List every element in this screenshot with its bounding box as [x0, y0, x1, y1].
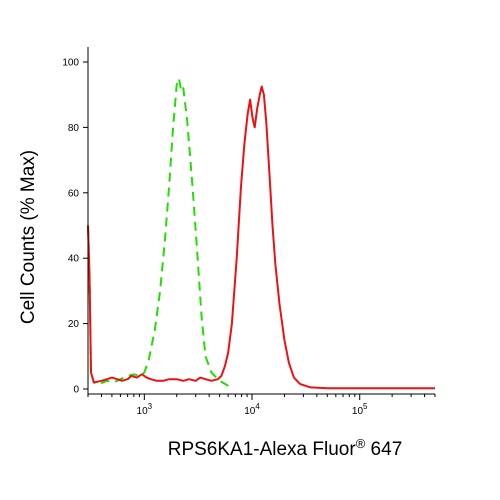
histogram-series-1: [87, 77, 233, 390]
axis-labels: Cell Counts (% Max) RPS6KA1-Alexa Fluor®…: [18, 150, 402, 460]
y-tick-label: 40: [68, 254, 80, 265]
y-axis-title: Cell Counts (% Max): [18, 150, 39, 324]
histogram-series-2: [87, 85, 435, 390]
x-axis-title-main: RPS6KA1-Alexa Fluor: [168, 439, 357, 460]
y-tick-label: 0: [73, 385, 79, 396]
y-tick-label: 20: [68, 319, 80, 330]
y-tick-label: 80: [68, 123, 80, 134]
x-axis-title-suffix: 647: [365, 439, 402, 460]
x-tick-label: 104: [244, 402, 260, 417]
x-axis-title: RPS6KA1-Alexa Fluor® 647: [168, 436, 403, 460]
axes: 0 20 40 60 80 100 103 104 105: [62, 47, 436, 417]
plot-area: [87, 77, 435, 390]
y-tick-label: 60: [68, 188, 80, 199]
x-tick-label: 103: [137, 402, 153, 417]
x-tick-label: 105: [352, 402, 368, 417]
y-tick-label: 100: [62, 58, 79, 69]
x-axis-title-registered-mark: ®: [356, 436, 366, 451]
